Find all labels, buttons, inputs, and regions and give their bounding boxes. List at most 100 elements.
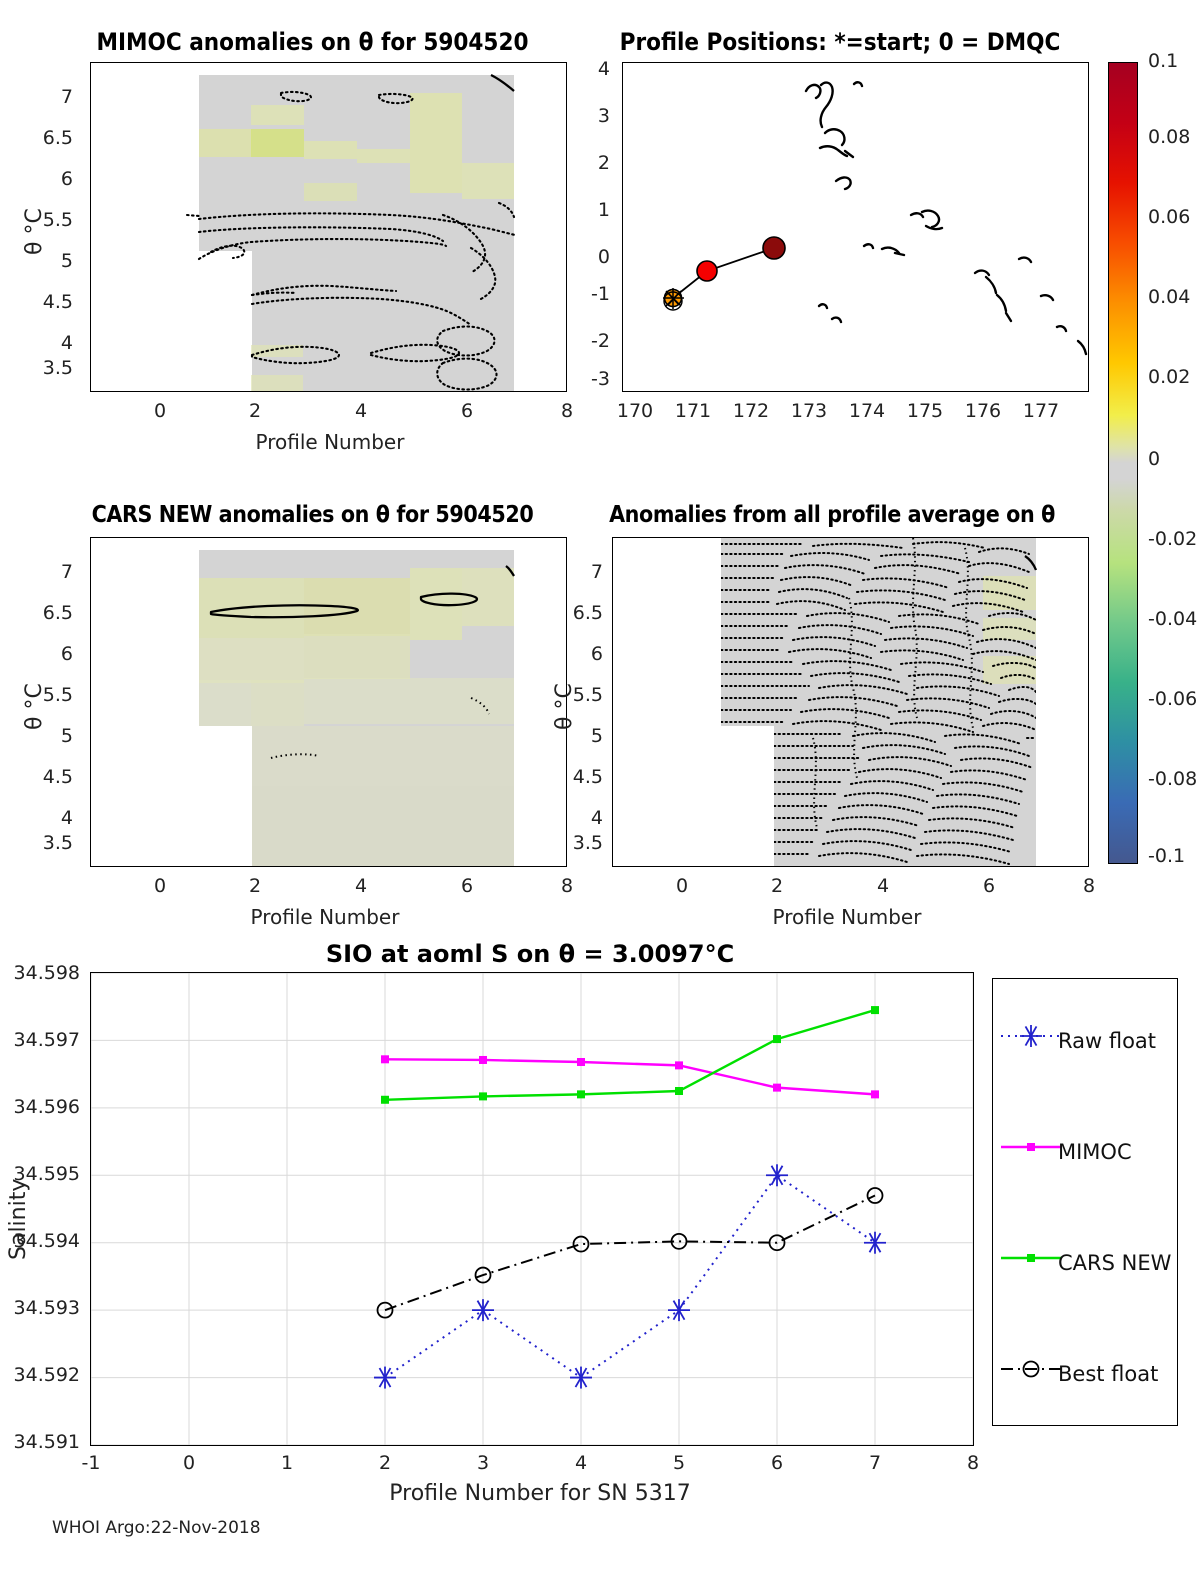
cars-xtick-4: 4 [354,875,368,897]
sal-ylabel: Salinity [6,1178,31,1260]
cars-ytick-7: 7 [60,561,73,583]
cars-ylabel: θ °C [22,683,47,730]
cars-ytick-5: 5 [60,725,73,747]
cb-tick-m0p08: -0.08 [1148,768,1198,790]
cars-xlabel: Profile Number [250,905,400,929]
allp-xlabel: Profile Number [772,905,922,929]
cb-tick-0p02: 0.02 [1148,366,1191,388]
allprofile-axes [612,537,1089,867]
allprofile-title: Anomalies from all profile average on θ [609,502,1055,528]
allp-xtick-2: 2 [770,875,784,897]
sal-ytick-34597: 34.597 [13,1029,80,1051]
salinity-legend [992,978,1178,1426]
cb-tick-0p04: 0.04 [1148,286,1191,308]
float-track-line [672,247,775,299]
legend-samples [1001,1025,1061,1378]
cars-ytick-65: 6.5 [42,602,73,624]
mimoc-ytick-45: 4.5 [42,291,73,313]
cars-xtick-0: 0 [153,875,167,897]
allp-ytick-4: 4 [590,807,603,829]
cars-ytick-55: 5.5 [42,684,73,706]
sal-xtick-1: 1 [280,1452,294,1474]
allprofile-contour-plot [721,538,1038,866]
mimoc-xtick-0: 0 [153,400,167,422]
mimoc-xtick-8: 8 [560,400,574,422]
sal-xtick-8: 8 [966,1452,980,1474]
sal-ytick-34592: 34.592 [13,1364,80,1386]
salinity-axes [90,972,974,1446]
cb-tick-0: 0 [1148,448,1161,470]
sal-xtick-2: 2 [378,1452,392,1474]
anomaly-colorbar [1108,62,1138,864]
cars-axes [90,537,567,867]
sal-xtick-4: 4 [574,1452,588,1474]
position-map [663,81,1088,356]
positions-axes [622,62,1089,392]
cars-xtick-6: 6 [460,875,474,897]
mimoc-xtick-2: 2 [248,400,262,422]
allp-xtick-8: 8 [1082,875,1096,897]
sal-xlabel: Profile Number for SN 5317 [389,1481,691,1506]
mimoc-ytick-6: 6 [60,168,73,190]
mimoc-xtick-6: 6 [460,400,474,422]
mimoc-ytick-7: 7 [60,86,73,108]
allp-ytick-5: 5 [590,725,603,747]
cars-contour-plot [199,550,515,866]
sal-xtick-m1: -1 [81,1452,101,1474]
cb-tick-m0p1: -0.1 [1148,845,1186,867]
cars-ytick-35: 3.5 [42,832,73,854]
cars-ytick-4: 4 [60,807,73,829]
allp-ytick-6: 6 [590,643,603,665]
pos-xtick-176: 176 [964,400,1002,422]
sal-ytick-34595: 34.595 [13,1163,80,1185]
cars-xtick-2: 2 [248,875,262,897]
pos-ytick-m3: -3 [591,368,610,390]
allp-ytick-35: 3.5 [572,832,603,854]
mimoc-xlabel: Profile Number [255,430,405,454]
mimoc-axes [90,62,567,392]
pos-xtick-173: 173 [790,400,828,422]
pos-ytick-2: 2 [597,152,610,174]
allp-xtick-6: 6 [982,875,996,897]
pos-ytick-3: 3 [597,105,610,127]
figure-footer: WHOI Argo:22-Nov-2018 [52,1518,261,1538]
cars-xtick-8: 8 [560,875,574,897]
cb-tick-m0p04: -0.04 [1148,608,1198,630]
pos-ytick-4: 4 [597,58,610,80]
sal-ytick-34596: 34.596 [13,1096,80,1118]
allp-ytick-65: 6.5 [572,602,603,624]
cb-tick-0p1: 0.1 [1148,50,1179,72]
pos-ytick-1: 1 [597,199,610,221]
legend-label-raw-float: Raw float [1058,1029,1157,1053]
cb-tick-m0p06: -0.06 [1148,688,1198,710]
profile-marker-end [762,236,786,260]
allp-xtick-0: 0 [675,875,689,897]
mimoc-ytick-35: 3.5 [42,357,73,379]
cars-title: CARS NEW anomalies on θ for 5904520 [91,502,534,528]
salinity-title: SIO at aoml S on θ = 3.0097°C [325,940,735,968]
sal-xtick-7: 7 [868,1452,882,1474]
allp-ytick-45: 4.5 [572,766,603,788]
sal-xtick-3: 3 [476,1452,490,1474]
allp-ylabel: θ °C [552,683,577,730]
cb-tick-0p06: 0.06 [1148,206,1191,228]
mimoc-ytick-4: 4 [60,332,73,354]
pos-ytick-m1: -1 [591,283,610,305]
mimoc-ylabel: θ °C [22,208,47,255]
pos-ytick-0: 0 [597,246,610,268]
mimoc-contour-plot [185,73,517,391]
pos-xtick-175: 175 [906,400,944,422]
sal-xtick-6: 6 [770,1452,784,1474]
positions-title: Profile Positions: *=start; 0 = DMQC [619,28,1061,56]
allp-ytick-55: 5.5 [572,684,603,706]
sal-ytick-34594: 34.594 [13,1230,80,1252]
sal-ytick-34598: 34.598 [13,962,80,984]
cars-ytick-6: 6 [60,643,73,665]
pos-ytick-m2: -2 [591,330,610,352]
allp-xtick-4: 4 [876,875,890,897]
pos-xtick-170: 170 [616,400,654,422]
pos-xtick-172: 172 [732,400,770,422]
mimoc-ytick-5: 5 [60,250,73,272]
legend-label-best-float: Best float [1058,1362,1159,1386]
pos-xtick-177: 177 [1022,400,1060,422]
